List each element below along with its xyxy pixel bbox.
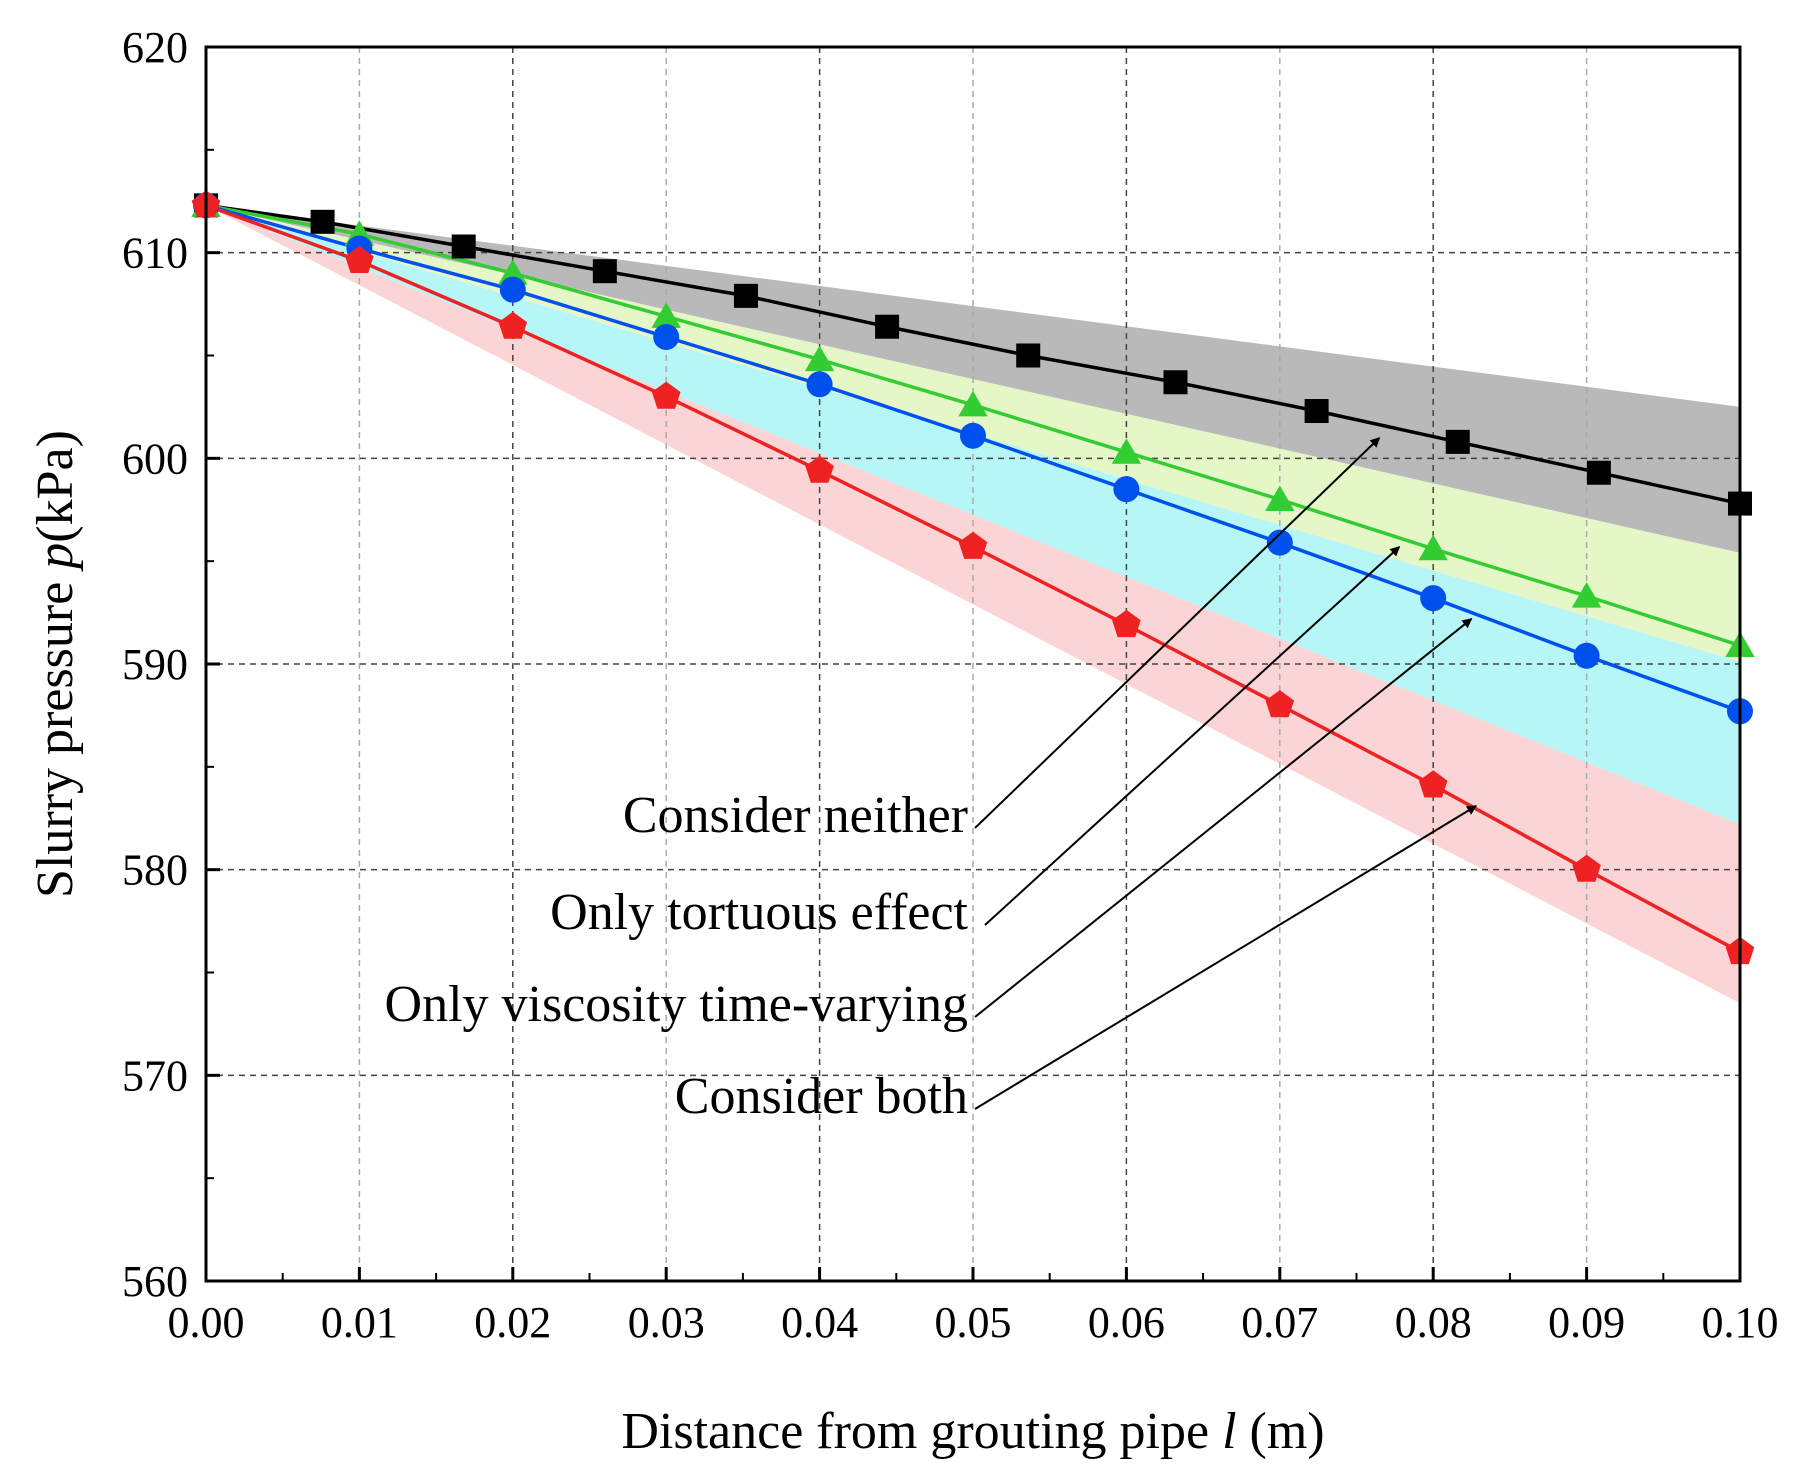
marker-square	[451, 234, 476, 259]
y-tick-label: 590	[122, 640, 188, 689]
marker-circle	[806, 371, 833, 398]
marker-pentagon	[1418, 770, 1448, 798]
x-tick-label: 0.03	[628, 1298, 705, 1347]
marker-square	[1586, 460, 1611, 485]
marker-triangle	[498, 259, 528, 285]
axes: 0.00 0.01 0.02 0.03 0.04 0.05 0.06 0.07 0.08 0.09…	[122, 23, 1779, 1347]
x-tick-label: 0.08	[1395, 1298, 1472, 1347]
marker-circle	[1266, 529, 1293, 556]
x-tick-label: 0.10	[1702, 1298, 1779, 1347]
y-tick-label: 620	[122, 23, 188, 72]
marker-square	[733, 283, 758, 308]
x-tick-label: 0.02	[474, 1298, 551, 1347]
marker-triangle	[1265, 485, 1295, 511]
marker-square	[310, 209, 335, 234]
marker-triangle	[1571, 582, 1602, 608]
marker-square	[1445, 429, 1470, 454]
x-tick-label: 0.09	[1548, 1298, 1625, 1347]
y-tick-label: 560	[122, 1257, 188, 1306]
marker-pentagon	[958, 531, 988, 559]
marker-circle	[499, 276, 526, 303]
plot-frame	[204, 45, 1742, 1283]
y-tick-label: 580	[122, 846, 188, 895]
marker-pentagon	[1265, 690, 1295, 718]
annotation-label: Consider both	[675, 1068, 968, 1125]
marker-circle	[653, 323, 680, 350]
annotation-label: Only tortuous effect	[550, 884, 968, 941]
marker-circle	[960, 422, 986, 449]
marker-square	[875, 314, 900, 339]
x-tick-label: 0.06	[1088, 1298, 1165, 1347]
marker-triangle	[958, 390, 988, 417]
marker-triangle	[651, 302, 681, 328]
band-3	[206, 205, 1740, 1004]
x-axis-title: Distance from grouting pipe l (m)	[621, 1403, 1324, 1460]
y-tick-label: 570	[122, 1051, 188, 1100]
y-tick-label: 610	[122, 229, 188, 278]
y-tick-label: 600	[122, 434, 188, 483]
x-tick-label: 0.04	[781, 1298, 858, 1347]
x-tick-label: 0.01	[321, 1298, 398, 1347]
marker-square	[592, 259, 617, 284]
marker-pentagon	[805, 455, 834, 483]
marker-circle	[1573, 642, 1600, 669]
marker-square	[1304, 399, 1329, 424]
grid-lines	[206, 47, 1740, 1281]
marker-pentagon	[651, 381, 681, 409]
marker-triangle	[1111, 438, 1142, 464]
marker-square	[1163, 370, 1188, 395]
marker-triangle	[804, 345, 835, 372]
marker-pentagon	[1572, 854, 1601, 882]
annotation-label: Consider neither	[623, 787, 968, 844]
x-tick-label: 0.00	[168, 1298, 245, 1347]
marker-triangle	[1418, 534, 1448, 561]
annotation-arrow	[974, 437, 1381, 829]
marker-square	[1016, 343, 1041, 368]
marker-pentagon	[498, 311, 528, 339]
annotation-arrow	[974, 805, 1478, 1110]
x-tick-label: 0.07	[1241, 1298, 1318, 1347]
annotation-arrow	[984, 546, 1401, 926]
marker-pentagon	[345, 245, 374, 273]
marker-circle	[1113, 476, 1140, 503]
marker-circle	[1420, 585, 1447, 612]
annotations: Consider neither Only tortuous effect Only…	[385, 437, 1478, 1125]
annotation-arrow	[974, 617, 1473, 1018]
annotation-label: Only viscosity time-varying	[385, 976, 968, 1033]
series-line-0	[205, 203, 1741, 506]
x-tick-label: 0.05	[935, 1298, 1012, 1347]
y-axis-title: Slurry pressure p(kPa)	[27, 430, 84, 898]
marker-pentagon	[1112, 609, 1141, 638]
